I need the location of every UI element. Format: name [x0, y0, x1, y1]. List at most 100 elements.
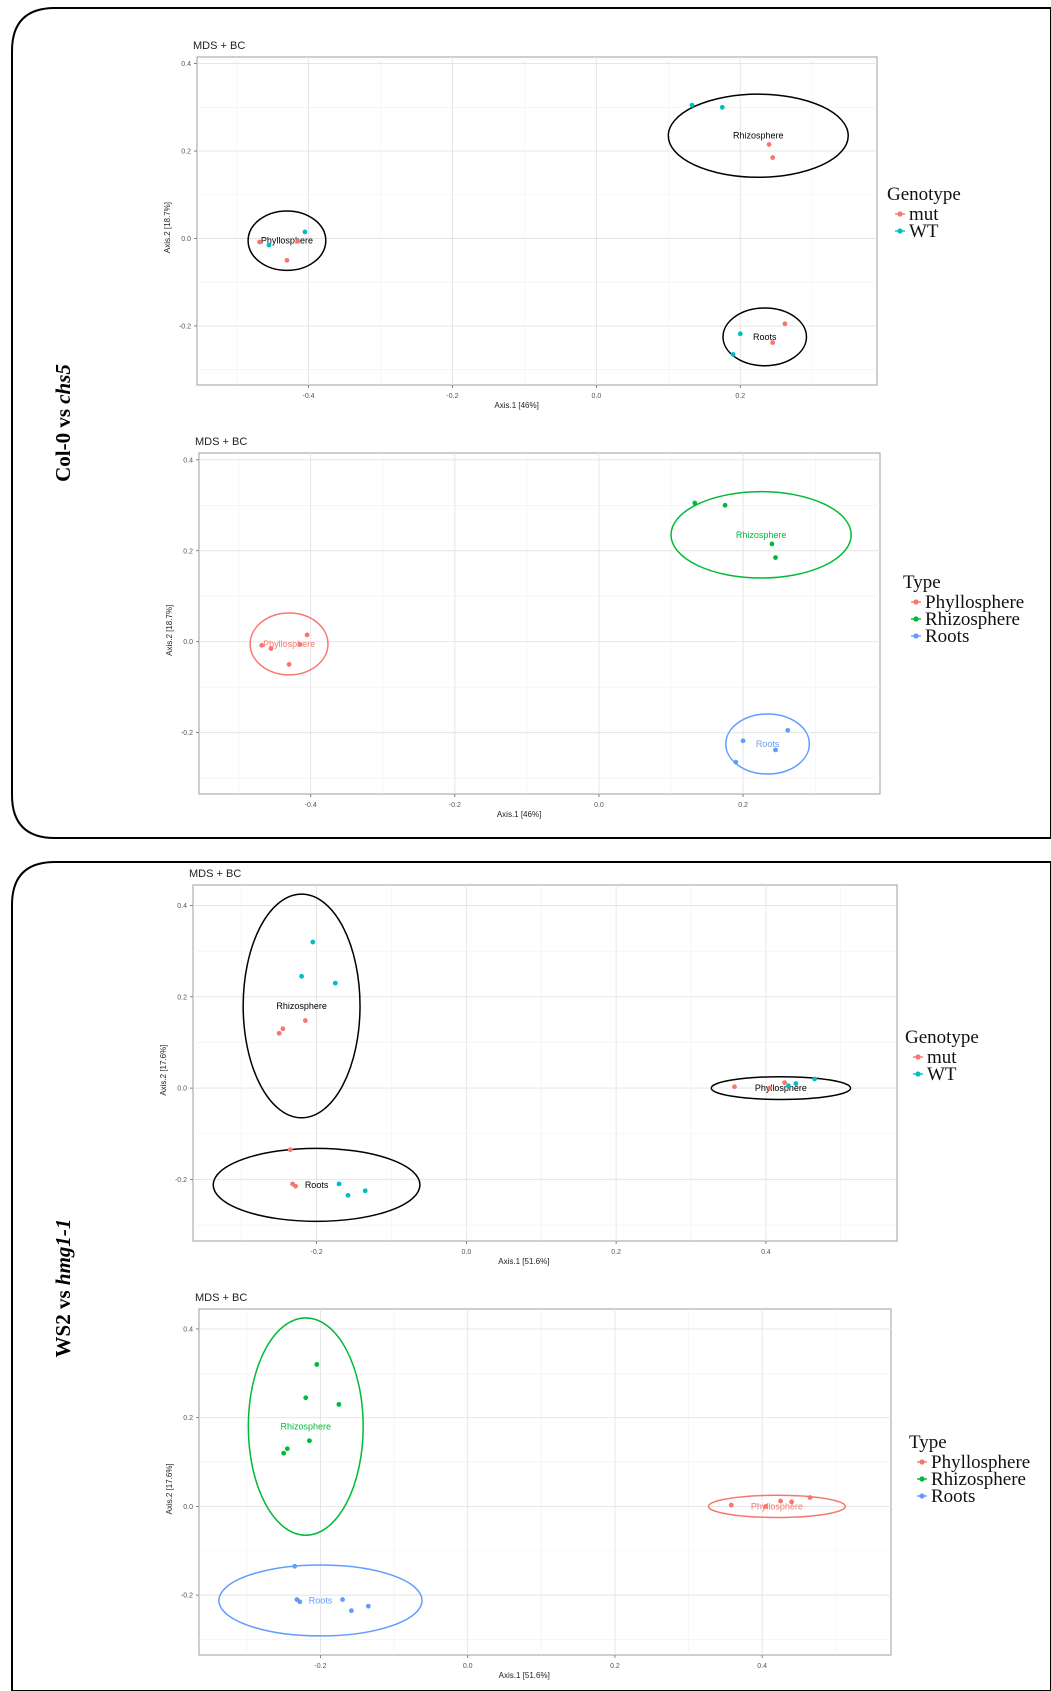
data-point [782, 321, 788, 327]
data-point [789, 1499, 795, 1505]
cluster-ellipse [247, 1317, 364, 1536]
data-point [310, 939, 316, 945]
cluster-label: Phyllosphere [263, 639, 315, 649]
x-axis-label: Axis.1 [51.6%] [499, 1671, 550, 1680]
y-tick-label: 0.2 [181, 149, 191, 156]
x-axis-label: Axis.1 [46%] [497, 810, 541, 819]
data-point [292, 1563, 298, 1569]
plot-area [196, 56, 878, 386]
x-tick-label: 0.0 [463, 1663, 473, 1670]
data-point [299, 973, 304, 979]
data-point [266, 242, 272, 248]
y-tick-label: 0.4 [181, 61, 191, 68]
chart-title: MDS + BC [189, 868, 241, 880]
y-tick-label: 0.4 [183, 457, 193, 464]
data-point [295, 238, 301, 244]
x-tick-label: 0.2 [735, 393, 745, 400]
data-point [785, 727, 791, 733]
cluster-ellipse [722, 307, 808, 367]
cluster-label: Phyllosphere [751, 1501, 803, 1511]
chart-0-0: -0.4 -0.2 0.0 0.2 -0.2 0.0 0.2 0.4 MDS + BC Axis.… [163, 40, 961, 410]
legend-title: Type [903, 572, 941, 593]
legend-key-point [913, 599, 919, 605]
cluster-label: Rhizosphere [733, 131, 784, 141]
cluster-label: Roots [305, 1180, 329, 1190]
data-point [284, 257, 290, 263]
legend-key-point [897, 228, 903, 234]
x-tick-label: -0.2 [314, 1663, 326, 1670]
data-point [719, 104, 725, 110]
data-point [689, 102, 695, 108]
x-axis-label: Axis.1 [51.6%] [498, 1257, 549, 1266]
data-point [276, 1030, 282, 1036]
data-point [778, 1498, 783, 1504]
chart-title: MDS + BC [193, 40, 245, 52]
x-tick-label: 0.2 [611, 1249, 621, 1256]
x-tick-label: -0.2 [311, 1249, 323, 1256]
plot-area [198, 1308, 892, 1656]
cluster-ellipse [667, 93, 849, 179]
legend-title: Genotype [905, 1027, 979, 1048]
chart-title: MDS + BC [195, 436, 247, 448]
x-tick-label: -0.4 [303, 393, 315, 400]
chart-title: MDS + BC [195, 1292, 247, 1304]
data-point [365, 1603, 371, 1609]
cluster-label: Rhizosphere [276, 1001, 327, 1011]
data-point [286, 662, 292, 667]
cluster-ellipse [725, 713, 811, 775]
y-axis-label: Axis.2 [17.6%] [159, 1045, 168, 1096]
cluster-ellipse [707, 1494, 847, 1519]
legend-key-point [913, 633, 919, 639]
cluster-label: Phyllosphere [755, 1083, 807, 1093]
data-point [284, 1446, 290, 1452]
data-point [259, 642, 265, 648]
cluster-label: Roots [753, 332, 777, 342]
y-axis-label: Axis.2 [18.7%] [165, 605, 174, 656]
legend-entry: WT [927, 1064, 957, 1085]
cluster-ellipse [710, 1075, 852, 1101]
y-tick-label: 0.2 [183, 548, 193, 555]
panel-frame-top [11, 7, 1051, 839]
legend-entry: WT [909, 221, 939, 242]
legend-key-point [919, 1493, 925, 1499]
y-tick-label: 0.4 [177, 903, 187, 910]
data-point [763, 1503, 769, 1509]
cluster-ellipse [247, 210, 327, 272]
legend-entry: Rhizosphere [925, 609, 1020, 630]
legend-key-point [919, 1476, 925, 1482]
data-point [692, 500, 698, 506]
y-axis-label: Axis.2 [18.7%] [163, 202, 172, 253]
data-point [362, 1188, 368, 1194]
data-point [766, 142, 772, 147]
x-tick-label: -0.4 [305, 802, 317, 809]
data-point [297, 642, 303, 647]
data-point [336, 1401, 342, 1407]
legend-entry: Roots [925, 626, 969, 647]
data-point [314, 1362, 320, 1367]
chart-0-1: -0.4 -0.2 0.0 0.2 -0.2 0.0 0.2 0.4 MDS + BC Axis.… [165, 436, 1024, 819]
y-tick-label: 0.0 [183, 1504, 193, 1511]
data-point [740, 738, 746, 744]
data-point [730, 351, 736, 357]
data-point [268, 646, 274, 651]
legend-title: Genotype [887, 184, 961, 205]
cluster-label: Rhizosphere [736, 530, 787, 540]
data-point [348, 1608, 354, 1614]
legend-entry: mut [927, 1047, 957, 1068]
panel-label-bottom: WS2 vs hmg1-1 [51, 1219, 75, 1358]
y-tick-label: -0.2 [179, 323, 191, 330]
data-point [287, 1147, 293, 1153]
data-point [303, 1395, 309, 1401]
legend-key-point [913, 616, 919, 622]
legend-entry: Phyllosphere [931, 1452, 1030, 1473]
cluster-label: Phyllosphere [261, 236, 313, 246]
chart-1-0: -0.2 0.0 0.2 0.4 -0.2 0.0 0.2 0.4 MDS + BC Axis.1… [159, 868, 979, 1266]
cluster-ellipse [212, 1147, 421, 1223]
data-point [332, 980, 338, 986]
y-axis-label: Axis.2 [17.6%] [165, 1463, 174, 1514]
panel-frame-bottom [11, 861, 1051, 1691]
data-point [345, 1192, 351, 1198]
